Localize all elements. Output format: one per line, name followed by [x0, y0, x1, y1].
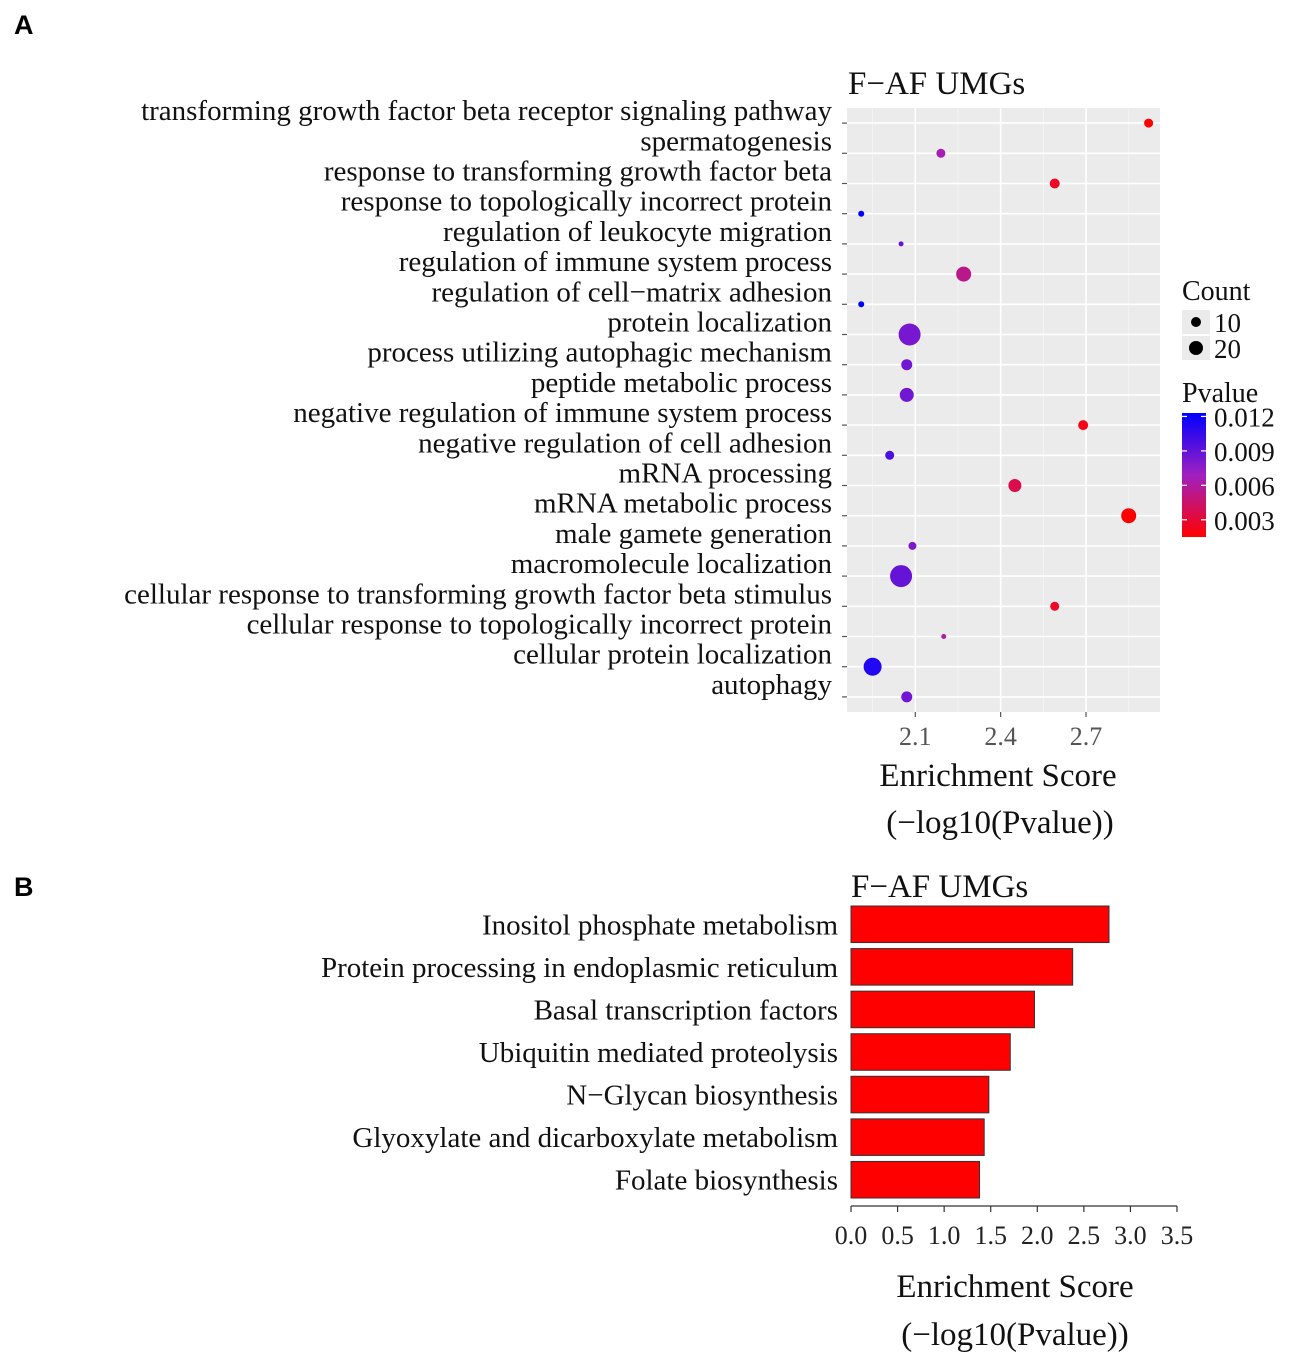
- barplot-bar: [850, 1033, 1011, 1071]
- barplot-x-axis-title-line1: Enrichment Score: [896, 1269, 1133, 1305]
- barplot-x-ticks: 0.0 0.5 1.0 1.5 2.0 2.5 3.0 3.5: [835, 1206, 1194, 1250]
- dotplot-term-label: negative regulation of cell adhesion: [418, 427, 832, 459]
- count-legend-label-10: 10: [1214, 308, 1241, 338]
- dotplot-point: [1050, 601, 1060, 611]
- barplot-category-label: Folate biosynthesis: [615, 1165, 838, 1197]
- barplot-x-tick-label: 1.5: [974, 1221, 1007, 1250]
- dotplot-point: [858, 210, 865, 217]
- barplot-bar: [850, 1075, 990, 1114]
- dotplot-point: [1121, 508, 1137, 524]
- dotplot-term-label: peptide metabolic process: [531, 367, 832, 399]
- barplot-x-tick-label: 0.0: [835, 1221, 868, 1250]
- pvalue-colorbar-ticks: 0.012 0.009 0.006 0.003: [1182, 402, 1275, 536]
- count-legend-title: Count: [1182, 276, 1251, 307]
- pvalue-legend: Pvalue 0.012 0.009 0.006 0.003: [1182, 378, 1275, 537]
- dotplot-x-tick-label: 2.4: [984, 722, 1017, 751]
- pvalue-legend-title: Pvalue: [1182, 378, 1258, 409]
- barplot-category-label: Inositol phosphate metabolism: [482, 909, 838, 941]
- dotplot-term-label: cellular protein localization: [513, 639, 832, 671]
- dotplot-term-label: protein localization: [607, 307, 832, 339]
- barplot-x-axis-title-line2: (−log10(Pvalue)): [901, 1317, 1129, 1353]
- dotplot-plot-area: [847, 108, 1160, 712]
- pvalue-colorbar-label: 0.012: [1214, 402, 1275, 432]
- barplot-x-tick-label: 2.5: [1068, 1221, 1101, 1250]
- barplot-bars: [850, 905, 1110, 1199]
- dotplot-term-label: male gamete generation: [555, 518, 832, 550]
- dotplot-point: [898, 323, 921, 346]
- dotplot-point: [898, 241, 904, 247]
- dotplot-term-label: regulation of immune system process: [399, 246, 832, 278]
- dotplot-x-tick-label: 2.1: [899, 722, 932, 751]
- panel-label-b: B: [14, 872, 34, 902]
- pvalue-colorbar-label: 0.009: [1214, 437, 1275, 467]
- barplot-title: F−AF UMGs: [851, 869, 1028, 905]
- dotplot-x-tick-label: 2.7: [1070, 722, 1103, 751]
- dotplot-term-label: cellular response to transforming growth…: [124, 578, 832, 610]
- barplot-category-label: Ubiquitin mediated proteolysis: [479, 1037, 838, 1069]
- barplot-bar: [850, 905, 1110, 944]
- dotplot-point: [901, 359, 913, 371]
- dotplot-y-ticks: [842, 122, 847, 698]
- count-legend: Count 10 20: [1182, 276, 1251, 364]
- barplot-x-tick-label: 1.0: [928, 1221, 961, 1250]
- dotplot-point: [1049, 178, 1060, 189]
- dotplot-term-label: response to transforming growth factor b…: [324, 156, 832, 188]
- dotplot-point: [901, 691, 913, 703]
- barplot-x-tick-label: 3.5: [1161, 1221, 1194, 1250]
- count-legend-dot-20: [1189, 341, 1203, 355]
- dotplot-term-label: mRNA processing: [619, 458, 832, 490]
- dotplot-term-label: transforming growth factor beta receptor…: [141, 95, 832, 127]
- dotplot-point: [899, 387, 914, 402]
- dotplot-point: [1144, 118, 1154, 128]
- dotplot-x-ticks: 2.1 2.4 2.7: [899, 712, 1102, 751]
- dotplot-term-label: negative regulation of immune system pro…: [293, 397, 832, 429]
- barplot-bar: [850, 990, 1035, 1029]
- count-legend-label-20: 20: [1214, 334, 1241, 364]
- panel-label-a: A: [14, 10, 34, 40]
- dotplot-point: [890, 565, 913, 588]
- dotplot-term-label: process utilizing autophagic mechanism: [367, 337, 832, 369]
- barplot-panel: F−AF UMGs Inositol phosphate metabolism P…: [321, 869, 1193, 1353]
- barplot-x-tick-label: 2.0: [1021, 1221, 1054, 1250]
- barplot-x-tick-label: 3.0: [1114, 1221, 1147, 1250]
- barplot-category-label: Protein processing in endoplasmic reticu…: [321, 952, 839, 984]
- dotplot-point: [863, 657, 882, 676]
- barplot-x-tick-label: 0.5: [881, 1221, 914, 1250]
- dotplot-title: F−AF UMGs: [848, 66, 1025, 102]
- dotplot-term-label: regulation of cell−matrix adhesion: [432, 276, 833, 308]
- barplot-bar: [850, 1160, 981, 1199]
- dotplot-panel: F−AF UMGs 2.1 2.4 2.7 transforming growth …: [124, 66, 1275, 841]
- dotplot-term-label: cellular response to topologically incor…: [247, 609, 833, 641]
- dotplot-term-labels: transforming growth factor beta receptor…: [124, 95, 832, 701]
- dotplot-point: [941, 634, 947, 639]
- barplot-bar: [850, 948, 1074, 986]
- dotplot-point: [885, 450, 895, 460]
- pvalue-colorbar-label: 0.006: [1214, 471, 1275, 501]
- dotplot-term-label: spermatogenesis: [640, 125, 832, 157]
- count-legend-dot-10: [1191, 317, 1201, 327]
- barplot-category-label: Basal transcription factors: [534, 994, 838, 1026]
- dotplot-point: [1078, 420, 1089, 431]
- dotplot-term-label: macromolecule localization: [511, 548, 833, 580]
- barplot-category-label: Glyoxylate and dicarboxylate metabolism: [352, 1122, 838, 1154]
- dotplot-point: [1008, 479, 1022, 492]
- barplot-bar: [850, 1118, 985, 1156]
- pvalue-colorbar-label: 0.003: [1214, 506, 1275, 536]
- dotplot-point: [908, 541, 917, 550]
- barplot-category-labels: Inositol phosphate metabolism Protein pro…: [321, 909, 839, 1196]
- dotplot-point: [858, 301, 865, 308]
- dotplot-points: [858, 118, 1154, 703]
- dotplot-point: [956, 266, 972, 282]
- dotplot-point: [936, 148, 946, 158]
- dotplot-x-axis-title-line1: Enrichment Score: [879, 758, 1116, 794]
- pvalue-colorbar: [1182, 413, 1206, 537]
- dotplot-term-label: regulation of leukocyte migration: [443, 216, 832, 248]
- barplot-category-label: N−Glycan biosynthesis: [566, 1080, 838, 1112]
- dotplot-x-axis-title-line2: (−log10(Pvalue)): [886, 805, 1114, 841]
- dotplot-term-label: response to topologically incorrect prot…: [341, 186, 833, 218]
- dotplot-term-label: mRNA metabolic process: [534, 488, 832, 520]
- dotplot-term-label: autophagy: [711, 669, 832, 701]
